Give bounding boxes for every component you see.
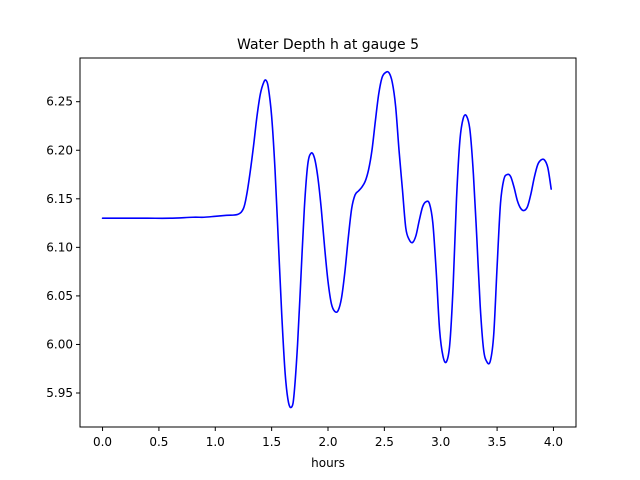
x-tick-label: 2.5 bbox=[375, 435, 394, 449]
plot-area-frame bbox=[79, 57, 577, 428]
series-line bbox=[101, 70, 552, 409]
x-tick-label: 1.5 bbox=[262, 435, 281, 449]
x-tick-label: 0.5 bbox=[149, 435, 168, 449]
x-tick-label: 3.5 bbox=[488, 435, 507, 449]
x-tick-label: 1.0 bbox=[206, 435, 225, 449]
x-tick-label: 2.0 bbox=[318, 435, 337, 449]
y-tick-label: 6.00 bbox=[46, 337, 73, 351]
y-tick-label: 5.95 bbox=[46, 386, 73, 400]
y-tick-label: 6.10 bbox=[46, 240, 73, 254]
chart-title: Water Depth h at gauge 5 bbox=[237, 37, 419, 53]
x-tick-label: 3.0 bbox=[431, 435, 450, 449]
y-tick-label: 6.25 bbox=[46, 95, 73, 109]
x-tick-label: 4.0 bbox=[544, 435, 563, 449]
plot-lines bbox=[101, 70, 552, 409]
y-tick-label: 6.15 bbox=[46, 192, 73, 206]
x-axis-ticks: 0.0 0.5 1.0 1.5 2.0 2.5 3.0 3.5 4.0 bbox=[93, 427, 563, 449]
x-axis-label: hours bbox=[311, 456, 345, 470]
y-tick-label: 6.05 bbox=[46, 289, 73, 303]
x-tick-label: 0.0 bbox=[93, 435, 112, 449]
y-axis-ticks: 5.95 6.00 6.05 6.10 6.15 6.20 6.25 bbox=[46, 95, 80, 400]
y-tick-label: 6.20 bbox=[46, 143, 73, 157]
